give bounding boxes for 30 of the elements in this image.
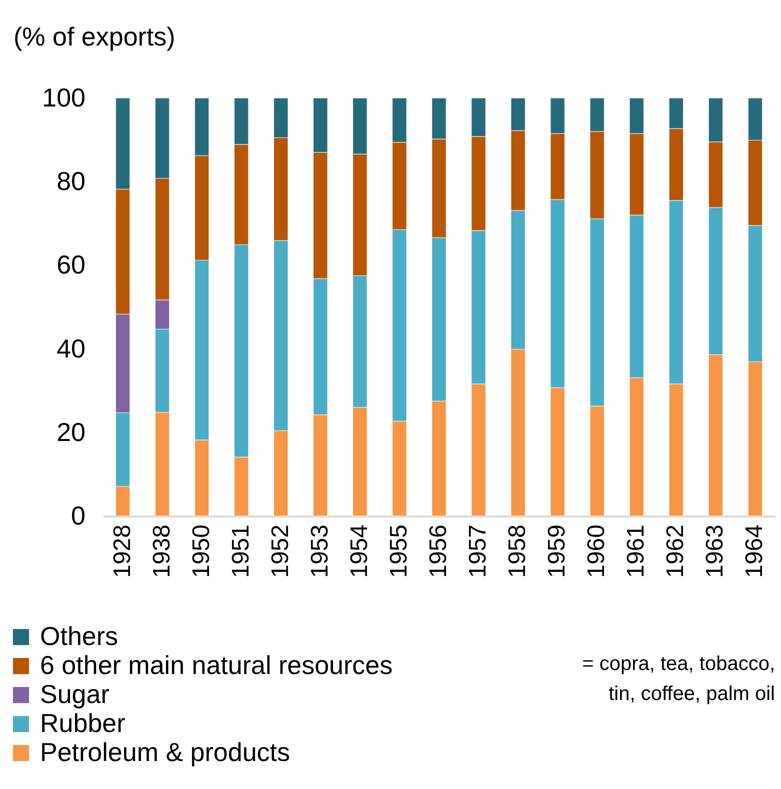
y-tick-label: 0 <box>71 500 86 530</box>
y-tick-label: 100 <box>42 82 86 112</box>
legend-label: Petroleum & products <box>40 737 290 767</box>
legend-label: Others <box>40 621 118 651</box>
x-tick-label: 1955 <box>385 524 412 578</box>
legend-label: Sugar <box>40 679 110 709</box>
y-tick-label: 60 <box>56 250 86 280</box>
y-tick-label: 80 <box>56 166 86 196</box>
x-tick-label: 1938 <box>148 524 176 578</box>
x-tick-label: 1951 <box>227 524 254 578</box>
x-tick-label: 1956 <box>425 524 452 578</box>
x-tick-label: 1957 <box>464 524 492 578</box>
x-tick-label: 1961 <box>622 524 650 578</box>
x-tick-label: 1958 <box>504 524 532 578</box>
x-tick-label: 1963 <box>702 524 729 578</box>
y-axis-title: (% of exports) <box>14 22 176 52</box>
y-tick-label: 20 <box>56 416 86 447</box>
x-tick-label: 1928 <box>108 524 136 578</box>
x-tick-label: 1953 <box>306 524 334 578</box>
x-tick-label: 1962 <box>662 524 690 578</box>
legend-label: 6 other main natural resources <box>40 650 393 680</box>
y-tick-label: 40 <box>56 333 86 364</box>
x-tick-label: 1950 <box>188 524 215 578</box>
x-tick-label: 1952 <box>266 524 294 578</box>
legend-label: Rubber <box>40 708 126 738</box>
x-tick-label: 1959 <box>544 524 571 578</box>
x-tick-label: 1964 <box>741 524 768 578</box>
x-tick-label: 1954 <box>346 524 373 578</box>
x-tick-label: 1960 <box>583 524 610 578</box>
text: = copra, tea, tobacco, tin, coffee, palm oil <box>582 653 775 705</box>
